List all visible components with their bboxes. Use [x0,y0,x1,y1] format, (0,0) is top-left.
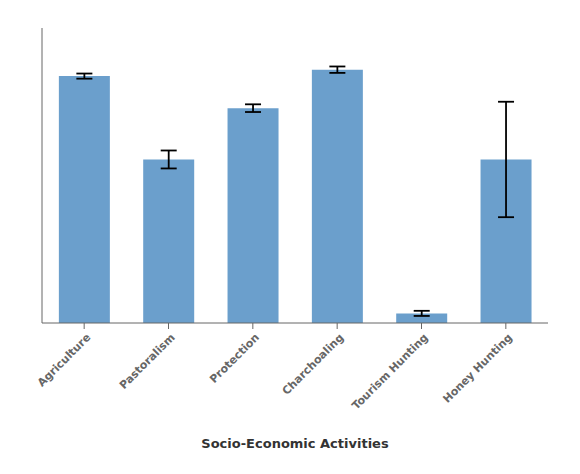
svg-text:Socio-Economic Activities: Socio-Economic Activities [201,436,389,451]
svg-text:Honey Hunting: Honey Hunting [440,331,515,406]
svg-text:Charchoaling: Charchoaling [280,331,347,398]
svg-text:Agriculture: Agriculture [35,331,93,389]
svg-text:Tourism Hunting: Tourism Hunting [349,331,430,412]
svg-text:Protection: Protection [207,331,262,386]
svg-text:Pastoralism: Pastoralism [117,331,178,392]
